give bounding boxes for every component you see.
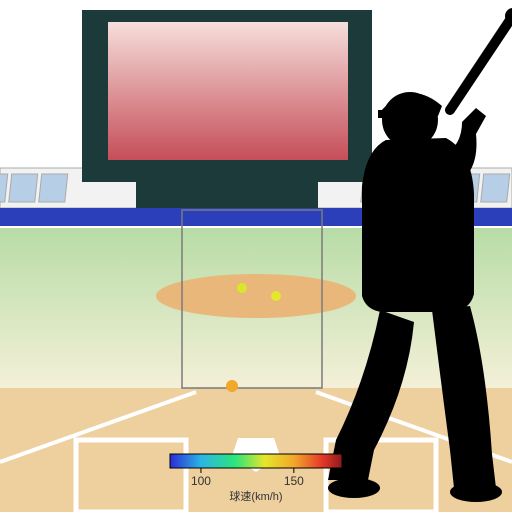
legend-axis-label: 球速(km/h) — [229, 489, 282, 503]
legend-colorbar — [170, 454, 342, 468]
pitch-marker — [237, 283, 247, 293]
chart-svg: 100 150球速(km/h) — [0, 0, 512, 512]
legend-tick-label: 150 — [284, 474, 304, 488]
pitch-location-chart: 100 150球速(km/h) — [0, 0, 512, 512]
pitch-marker — [226, 380, 238, 392]
legend-tick-label: 100 — [191, 474, 211, 488]
pitch-marker — [271, 291, 281, 301]
